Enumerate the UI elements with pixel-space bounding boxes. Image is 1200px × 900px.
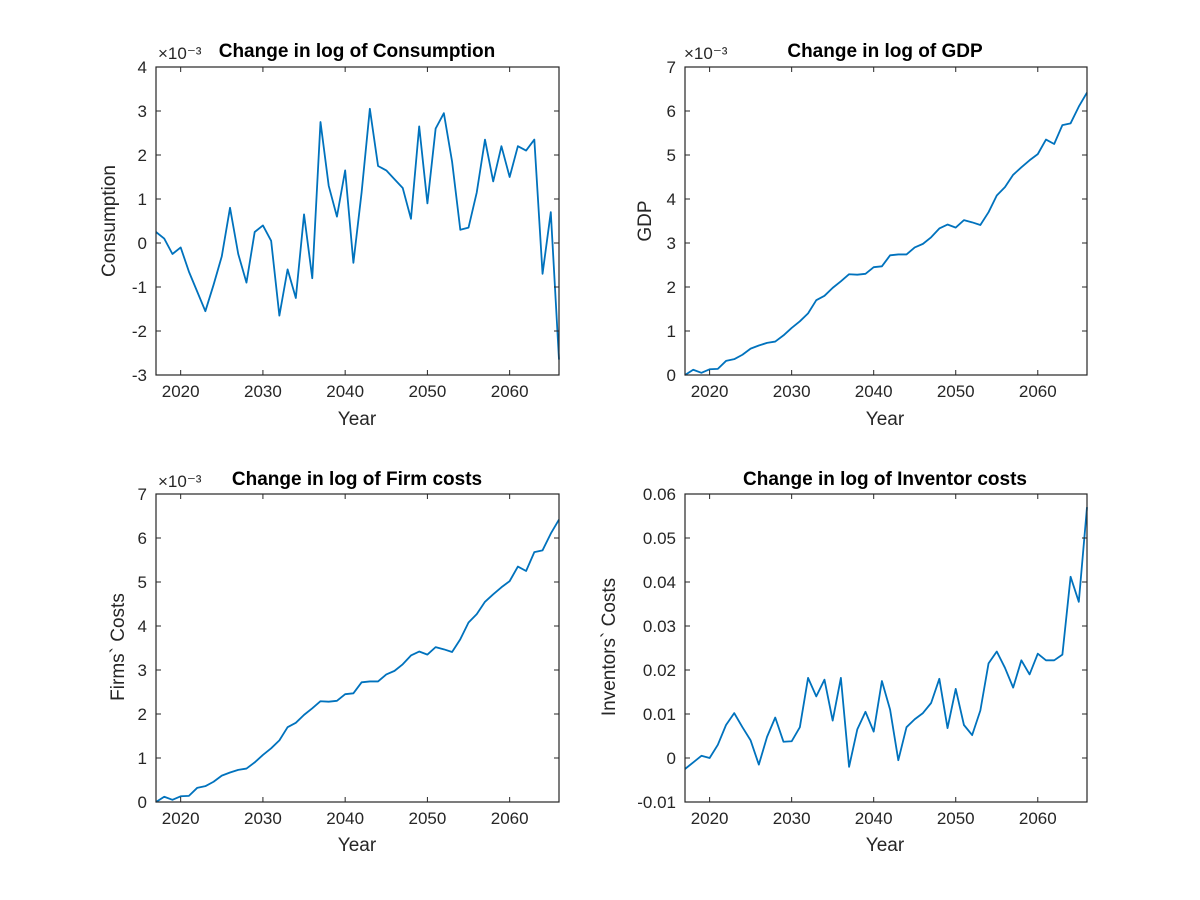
x-tick-label: 2050 [937,809,975,828]
y-tick-label: 3 [667,234,676,253]
y-tick-label: 2 [138,146,147,165]
x-tick-label: 2050 [408,809,446,828]
subplot-consumption: Change in log of Consumption ×10⁻³ Year … [99,41,560,430]
y-axis-exponent: ×10⁻³ [158,44,202,63]
x-tick-label: 2020 [691,382,729,401]
y-tick-label: 6 [667,102,676,121]
axes-box [155,493,560,803]
y-tick-label: 1 [667,322,676,341]
series-line [684,92,1088,376]
x-axis-label: Year [338,835,377,856]
y-axis-label: Consumption [99,165,120,277]
subplot-firm-costs: Change in log of Firm costs ×10⁻³ Year F… [108,469,560,856]
y-tick-label: 1 [138,190,147,209]
x-axis-label: Year [338,409,377,430]
subplot-inventor-costs: Change in log of Inventor costs Year Inv… [599,469,1088,856]
y-tick-label: 4 [667,190,676,209]
y-tick-label: 7 [138,485,147,504]
x-tick-label: 2020 [162,809,200,828]
x-tick-label: 2060 [1019,382,1057,401]
y-axis-label: Inventors` Costs [599,578,620,716]
y-tick-label: 6 [138,529,147,548]
y-tick-label: 4 [138,617,147,636]
x-tick-label: 2040 [326,382,364,401]
series-line [155,107,560,360]
subplot-gdp: Change in log of GDP ×10⁻³ Year GDP 2020… [635,41,1088,430]
x-tick-label: 2020 [691,809,729,828]
subplot-title: Change in log of Inventor costs [743,469,1027,490]
y-tick-label: 7 [667,58,676,77]
x-tick-label: 2030 [244,809,282,828]
axes-box [155,66,560,376]
axes-box [684,493,1088,803]
series-line [684,507,1088,770]
y-tick-label: 0 [138,234,147,253]
x-tick-label: 2030 [773,382,811,401]
y-tick-label: 0.06 [643,485,676,504]
x-tick-label: 2060 [491,809,529,828]
y-tick-label: 0 [667,749,676,768]
y-tick-label: 3 [138,102,147,121]
y-tick-label: 0.05 [643,529,676,548]
y-tick-label: -3 [132,366,147,385]
x-tick-label: 2030 [773,809,811,828]
series-line [155,519,560,803]
x-tick-label: 2050 [937,382,975,401]
x-tick-label: 2050 [408,382,446,401]
subplot-title: Change in log of Consumption [219,41,496,62]
y-tick-label: 0.04 [643,573,676,592]
y-tick-label: 0.02 [643,661,676,680]
x-tick-label: 2020 [162,382,200,401]
y-tick-label: 5 [138,573,147,592]
y-tick-label: 0 [667,366,676,385]
x-tick-label: 2040 [855,809,893,828]
y-axis-exponent: ×10⁻³ [684,44,728,63]
y-tick-label: -1 [132,278,147,297]
y-tick-label: -2 [132,322,147,341]
y-axis-label: GDP [635,200,656,241]
y-tick-label: 2 [138,705,147,724]
x-tick-label: 2040 [855,382,893,401]
x-axis-label: Year [866,835,905,856]
x-axis-label: Year [866,409,905,430]
y-tick-label: 0 [138,793,147,812]
y-tick-label: 2 [667,278,676,297]
x-tick-label: 2060 [491,382,529,401]
y-tick-label: -0.01 [637,793,676,812]
y-tick-label: 0.03 [643,617,676,636]
x-tick-label: 2060 [1019,809,1057,828]
subplot-title: Change in log of GDP [787,41,983,62]
x-tick-label: 2040 [326,809,364,828]
y-tick-label: 1 [138,749,147,768]
y-axis-label: Firms` Costs [108,593,129,701]
x-tick-label: 2030 [244,382,282,401]
subplot-title: Change in log of Firm costs [232,469,482,490]
axes-box [684,66,1088,376]
y-tick-label: 5 [667,146,676,165]
y-axis-exponent: ×10⁻³ [158,472,202,491]
y-tick-label: 4 [138,58,147,77]
y-tick-label: 3 [138,661,147,680]
y-tick-label: 0.01 [643,705,676,724]
